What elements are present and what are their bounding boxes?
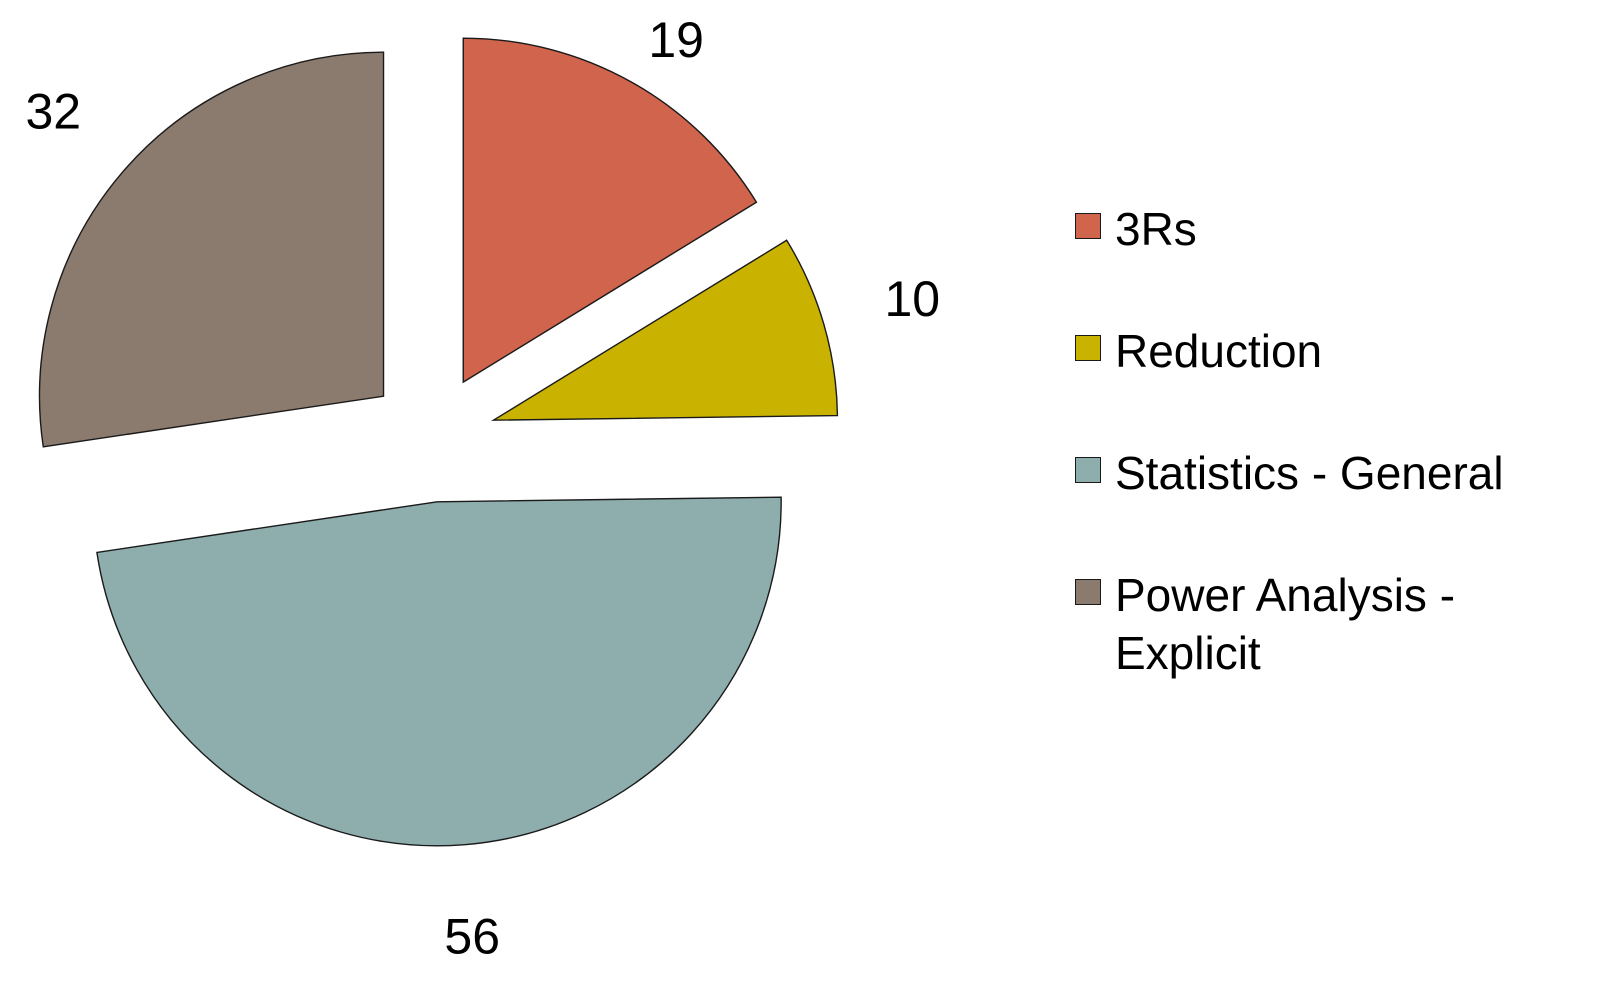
legend-label: Power Analysis - Explicit (1115, 569, 1456, 679)
data-label: 10 (884, 271, 940, 327)
data-label: 32 (26, 83, 82, 139)
legend-item: 3Rs (1075, 200, 1595, 258)
legend-swatch (1075, 457, 1101, 483)
slice-3rs (462, 37, 758, 384)
data-label: 56 (444, 908, 500, 964)
legend-label: 3Rs (1115, 203, 1197, 255)
legend-item: Reduction (1075, 322, 1595, 380)
data-label: 19 (648, 12, 704, 68)
legend-label: Reduction (1115, 325, 1323, 377)
legend-item: Statistics - General (1075, 444, 1595, 502)
legend: 3Rs Reduction Statistics - General Power… (1075, 200, 1595, 746)
slice-reduction (490, 239, 839, 421)
legend-swatch (1075, 335, 1101, 361)
legend-swatch (1075, 213, 1101, 239)
slice-power-analysis-explicit (38, 51, 385, 448)
pie-chart: 19 10 56 32 (26, 12, 941, 964)
legend-item: Power Analysis - Explicit (1075, 566, 1595, 682)
legend-label: Statistics - General (1115, 447, 1504, 499)
legend-swatch (1075, 579, 1101, 605)
slice-statistics-general (96, 496, 782, 847)
